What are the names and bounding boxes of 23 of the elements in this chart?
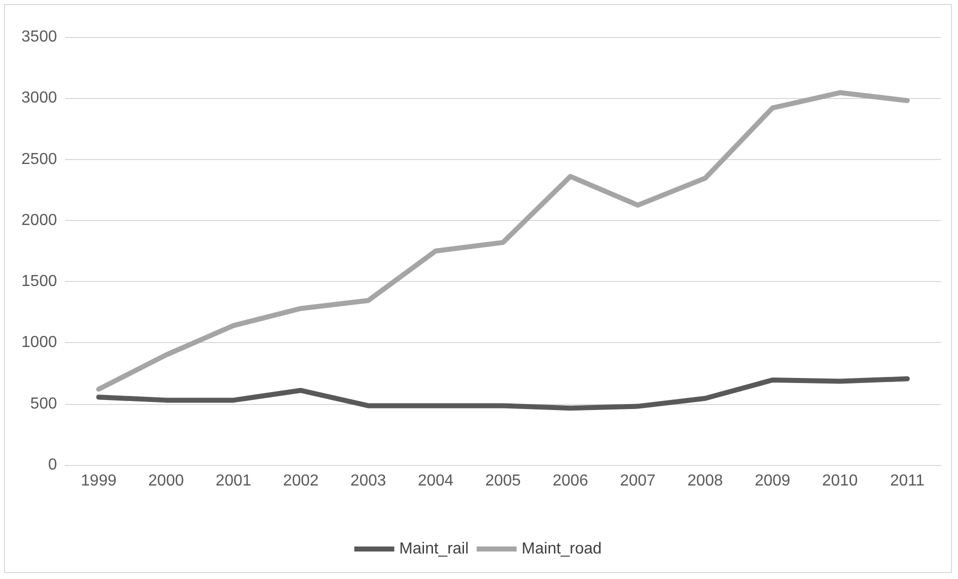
y-tick-label: 0 [48, 456, 58, 474]
legend-label: Maint_rail [399, 540, 469, 558]
x-tick-label: 2002 [283, 472, 319, 490]
x-tick-label: 2006 [552, 472, 588, 490]
x-tick-label: 2008 [687, 472, 724, 490]
y-tick-label: 1500 [21, 273, 58, 290]
x-tick-label: 2010 [822, 472, 858, 490]
y-tick-label: 3500 [21, 28, 58, 46]
y-tick-label: 2500 [21, 150, 58, 168]
x-tick-label: 1999 [80, 472, 117, 490]
legend-label: Maint_road [522, 540, 602, 558]
x-tick-label: 2000 [148, 472, 184, 490]
x-tick-label: 2004 [418, 472, 454, 490]
x-tick-label: 2009 [754, 472, 790, 490]
y-tick-label: 3000 [21, 90, 58, 107]
y-tick-label: 1000 [21, 334, 58, 352]
y-tick-label: 2000 [21, 212, 58, 229]
y-tick-label: 500 [30, 395, 58, 412]
x-tick-label: 2001 [216, 472, 252, 490]
x-tick-label: 2011 [890, 472, 925, 490]
x-tick-label: 2007 [620, 472, 656, 490]
x-tick-label: 2003 [350, 472, 386, 490]
x-tick-label: 2005 [485, 472, 521, 490]
